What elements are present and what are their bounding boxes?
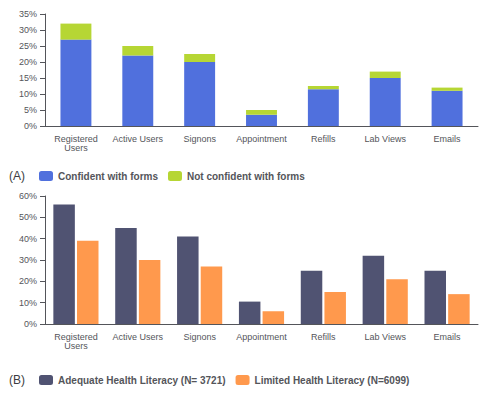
svg-text:Users: Users <box>64 341 88 351</box>
svg-text:10%: 10% <box>19 89 37 99</box>
svg-text:20%: 20% <box>19 276 37 286</box>
svg-text:35%: 35% <box>19 9 37 19</box>
svg-text:5%: 5% <box>24 105 37 115</box>
svg-text:Emails: Emails <box>434 332 462 342</box>
svg-text:0%: 0% <box>24 319 37 329</box>
svg-text:Active Users: Active Users <box>113 134 164 144</box>
svg-text:Registered: Registered <box>54 133 98 144</box>
svg-text:60%: 60% <box>19 191 37 201</box>
svg-text:Registered: Registered <box>54 331 98 342</box>
svg-text:Not confident with forms: Not confident with forms <box>187 171 305 182</box>
svg-text:Signons: Signons <box>183 134 216 144</box>
svg-text:50%: 50% <box>19 212 37 222</box>
svg-text:40%: 40% <box>19 234 37 244</box>
svg-text:0%: 0% <box>24 121 37 131</box>
svg-text:Appointment: Appointment <box>236 332 287 342</box>
svg-text:20%: 20% <box>19 57 37 67</box>
svg-text:Limited Health Literacy (N=609: Limited Health Literacy (N=6099) <box>255 375 410 386</box>
svg-text:Lab Views: Lab Views <box>365 134 407 144</box>
svg-text:Signons: Signons <box>183 332 216 342</box>
svg-text:(B): (B) <box>9 373 25 387</box>
svg-text:15%: 15% <box>19 73 37 83</box>
svg-text:Appointment: Appointment <box>236 134 287 144</box>
svg-text:30%: 30% <box>19 25 37 35</box>
svg-text:Lab Views: Lab Views <box>365 332 407 342</box>
svg-text:10%: 10% <box>19 298 37 308</box>
svg-text:30%: 30% <box>19 255 37 265</box>
svg-text:Users: Users <box>64 143 88 153</box>
svg-text:Emails: Emails <box>434 134 462 144</box>
svg-text:Adequate Health Literacy (N= 3: Adequate Health Literacy (N= 3721) <box>58 375 226 386</box>
svg-text:Active Users: Active Users <box>113 332 164 342</box>
svg-text:(A): (A) <box>9 169 25 183</box>
svg-text:25%: 25% <box>19 41 37 51</box>
svg-text:Refills: Refills <box>311 134 336 144</box>
svg-text:Refills: Refills <box>311 332 336 342</box>
svg-text:Confident with forms: Confident with forms <box>58 171 158 182</box>
